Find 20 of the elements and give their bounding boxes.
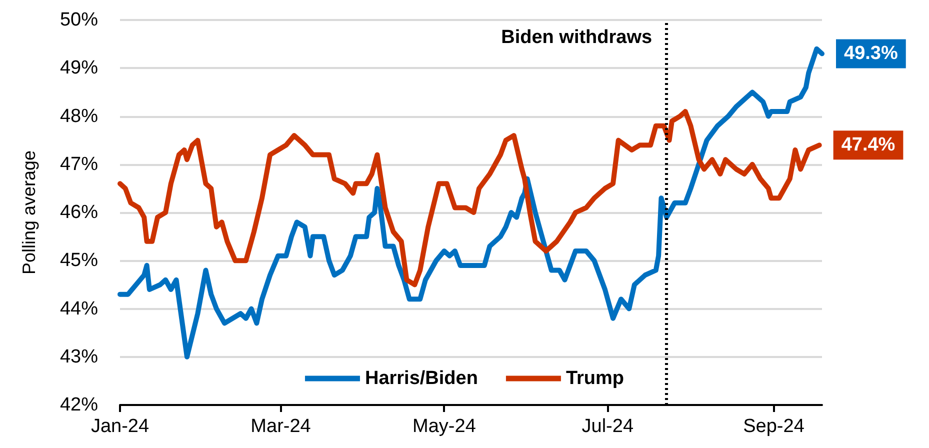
y-tick-label: 48% [60, 106, 98, 127]
y-tick-label: 47% [60, 154, 98, 175]
y-axis-title: Polling average [19, 150, 39, 275]
legend-label: Harris/Biden [364, 368, 478, 389]
y-tick-label: 44% [60, 298, 98, 320]
y-tick-label: 46% [60, 202, 98, 223]
x-tick-label: Jul-24 [582, 416, 634, 437]
x-tick-label: Mar-24 [250, 416, 312, 437]
x-tick-label: Sep-24 [743, 416, 805, 437]
y-tick-label: 42% [60, 394, 98, 416]
y-tick-label: 49% [60, 58, 98, 79]
ref-line-label: Biden withdraws [501, 27, 652, 48]
y-tick-label: 45% [60, 250, 98, 272]
y-tick-label: 43% [60, 346, 98, 368]
data-label: 47.4% [841, 134, 896, 156]
x-tick-label: Jan-24 [90, 416, 150, 437]
legend-label: Trump [566, 368, 624, 389]
data-label: 49.3% [844, 43, 898, 64]
y-tick-label: 50% [60, 10, 98, 30]
x-tick-label: May-24 [412, 416, 476, 437]
